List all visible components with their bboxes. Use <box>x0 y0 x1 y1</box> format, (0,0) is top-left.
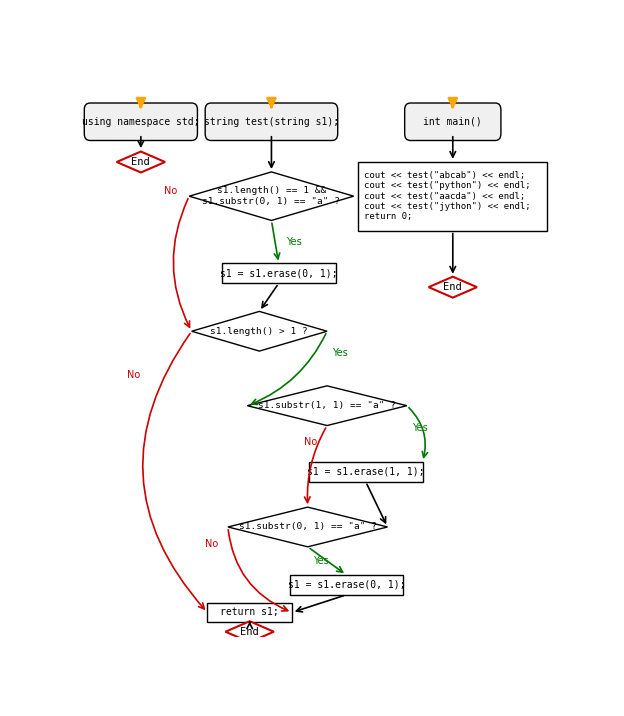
Polygon shape <box>225 621 274 642</box>
Text: s1 = s1.erase(0, 1);: s1 = s1.erase(0, 1); <box>220 268 338 279</box>
Text: s1.length() == 1 &&
s1.substr(0, 1) == "a" ?: s1.length() == 1 && s1.substr(0, 1) == "… <box>202 186 341 206</box>
Text: Yes: Yes <box>332 348 348 358</box>
Text: No: No <box>304 437 318 447</box>
Polygon shape <box>189 172 354 221</box>
Text: s1.substr(0, 1) == "a" ?: s1.substr(0, 1) == "a" ? <box>239 523 377 531</box>
Bar <box>309 462 422 482</box>
Bar <box>207 602 292 622</box>
Text: s1 = s1.erase(1, 1);: s1 = s1.erase(1, 1); <box>307 467 424 477</box>
FancyBboxPatch shape <box>205 103 338 140</box>
Polygon shape <box>247 386 407 425</box>
Text: Yes: Yes <box>286 238 301 248</box>
Text: No: No <box>205 538 218 548</box>
Text: End: End <box>444 282 462 292</box>
Text: Yes: Yes <box>412 422 427 432</box>
Text: return s1;: return s1; <box>220 607 279 617</box>
Polygon shape <box>192 311 327 351</box>
Text: string test(string s1);: string test(string s1); <box>204 117 339 127</box>
Text: End: End <box>240 626 259 637</box>
FancyBboxPatch shape <box>405 103 501 140</box>
Polygon shape <box>117 152 165 173</box>
Text: No: No <box>164 185 177 195</box>
Text: using namespace std;: using namespace std; <box>82 117 200 127</box>
Bar <box>359 162 547 231</box>
Bar <box>222 263 336 284</box>
Text: s1.substr(1, 1) == "a" ?: s1.substr(1, 1) == "a" ? <box>258 401 396 410</box>
FancyBboxPatch shape <box>84 103 197 140</box>
Text: No: No <box>127 370 140 380</box>
Text: Yes: Yes <box>313 556 328 566</box>
Text: End: End <box>132 157 150 167</box>
Text: s1 = s1.erase(0, 1);: s1 = s1.erase(0, 1); <box>288 580 405 590</box>
Polygon shape <box>429 276 477 298</box>
Bar <box>290 575 403 595</box>
Text: s1.length() > 1 ?: s1.length() > 1 ? <box>210 326 308 336</box>
Text: int main(): int main() <box>424 117 482 127</box>
Polygon shape <box>228 507 388 547</box>
Text: cout << test("abcab") << endl;
cout << test("python") << endl;
cout << test("aac: cout << test("abcab") << endl; cout << t… <box>364 171 531 221</box>
